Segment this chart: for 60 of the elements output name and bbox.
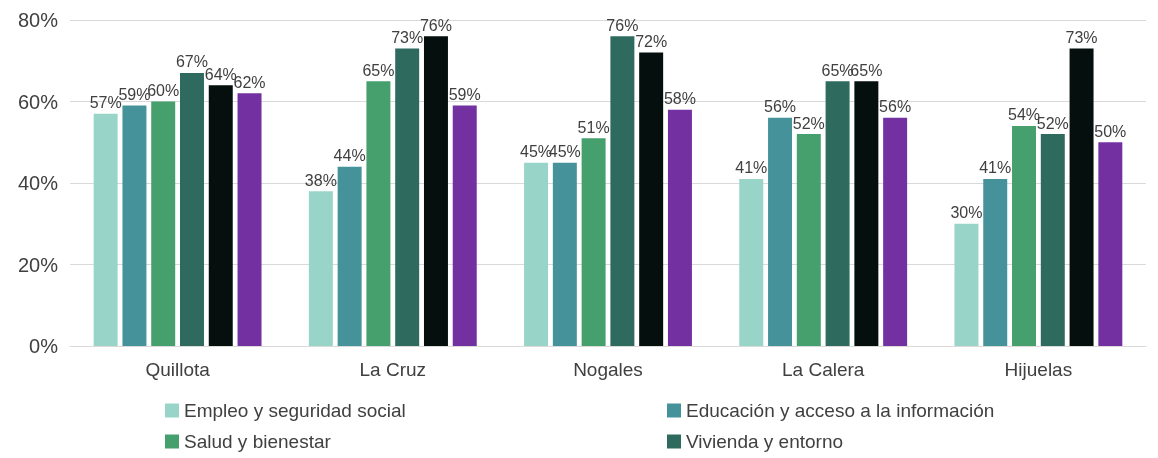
y-tick-label: 80% (17, 9, 59, 31)
data-label: 50% (1094, 122, 1127, 140)
bar (337, 166, 362, 346)
bar (581, 138, 606, 346)
bar (796, 134, 821, 346)
data-label: 73% (1065, 29, 1098, 47)
bar (452, 105, 477, 346)
data-label: 59% (448, 86, 481, 104)
bar (1098, 142, 1123, 346)
bar (739, 178, 764, 346)
bar (93, 113, 118, 346)
bar (308, 191, 333, 346)
bar (180, 72, 204, 346)
x-tick-label: Nogales (573, 359, 643, 380)
bar (854, 81, 879, 346)
data-label: 56% (879, 98, 912, 116)
data-label: 41% (979, 159, 1012, 177)
bar (208, 85, 233, 346)
bar (524, 162, 549, 346)
data-label: 30% (950, 204, 983, 222)
bar (1069, 48, 1094, 346)
x-tick-label: La Cruz (359, 359, 427, 380)
data-label: 76% (606, 16, 639, 34)
y-tick-label: 60% (17, 90, 59, 113)
legend-label: Salud y bienestar (184, 431, 332, 452)
bar (883, 117, 908, 346)
data-label: 51% (577, 118, 610, 136)
data-label: 41% (735, 159, 768, 177)
y-tick-label: 0% (29, 335, 59, 357)
bar (768, 117, 793, 346)
bar (983, 178, 1008, 346)
data-label: 38% (304, 171, 337, 189)
bar (395, 48, 420, 346)
bar (552, 162, 577, 346)
x-tick-label: La Calera (782, 359, 865, 380)
bar (667, 109, 692, 346)
data-label: 65% (362, 61, 395, 79)
legend-label: Vivienda y entorno (686, 431, 844, 452)
bar (1012, 125, 1036, 346)
data-label: 56% (764, 98, 797, 116)
data-label: 72% (635, 33, 668, 51)
data-label: 52% (792, 114, 825, 132)
bar (639, 52, 664, 346)
bar (954, 223, 979, 346)
bar (423, 36, 448, 346)
legend-label: Empleo y seguridad social (184, 400, 406, 421)
y-tick-label: 40% (17, 172, 59, 194)
x-tick-label: Quillota (145, 359, 211, 380)
x-tick-label: Hijuelas (1004, 359, 1073, 380)
bar (1040, 134, 1065, 346)
bar (151, 101, 176, 346)
y-tick-label: 20% (17, 253, 59, 276)
bar (122, 105, 147, 346)
data-label: 58% (663, 90, 696, 108)
legend-label: Educación y acceso a la información (686, 400, 995, 421)
bar (825, 81, 850, 346)
bar (610, 36, 635, 346)
bar (366, 81, 391, 346)
bar (237, 93, 262, 346)
data-label: 44% (333, 147, 366, 165)
